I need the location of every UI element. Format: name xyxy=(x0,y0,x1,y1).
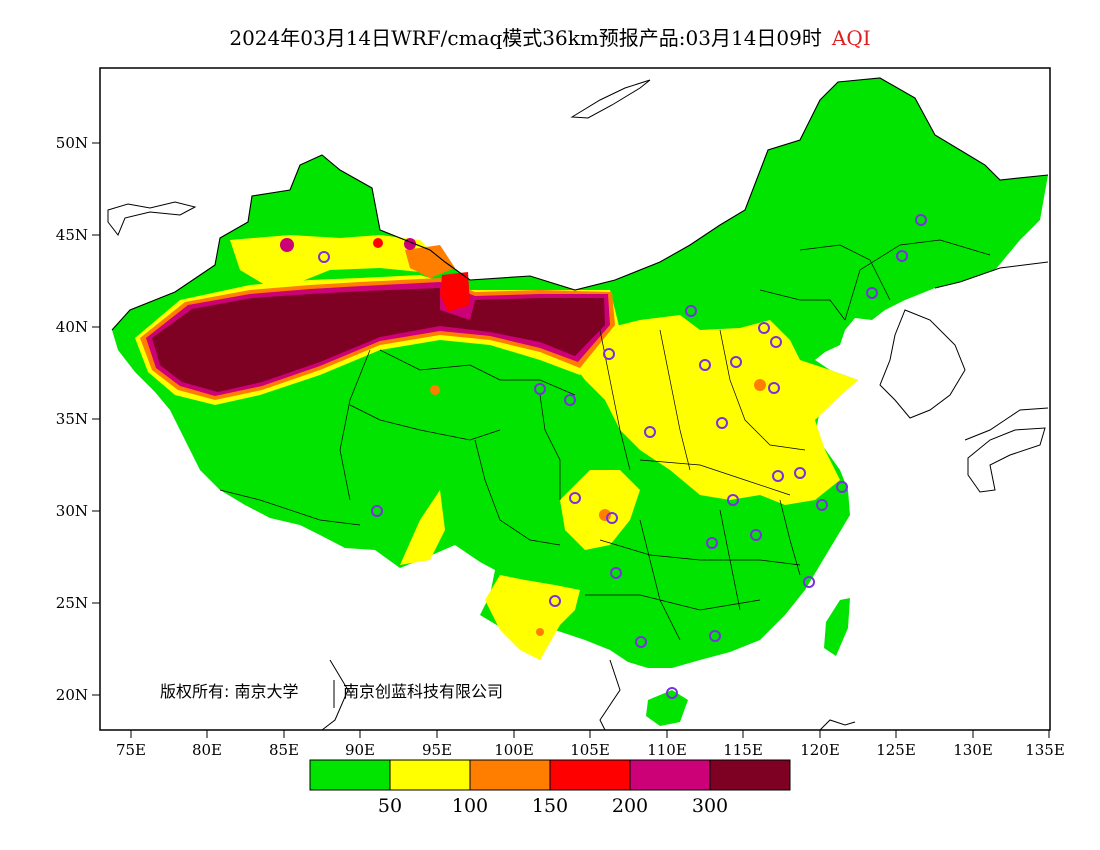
legend-label: 150 xyxy=(532,795,568,817)
legend-swatch-5 xyxy=(709,759,791,791)
x-axis-ticks xyxy=(130,730,1050,738)
national-border xyxy=(111,77,1049,331)
copyright-right: 南京创蓝科技有限公司 xyxy=(343,682,503,701)
map-content xyxy=(107,77,1049,730)
legend-swatch-0 xyxy=(309,759,391,791)
y-tick-label: 35N xyxy=(56,410,88,428)
y-tick-label: 25N xyxy=(56,594,88,612)
x-tick-label: 80E xyxy=(192,741,222,759)
x-tick-label: 125E xyxy=(876,741,916,759)
hainan-island xyxy=(646,690,688,726)
title-variable: AQI xyxy=(831,26,871,50)
x-tick-label: 110E xyxy=(647,741,687,759)
y-tick-label: 40N xyxy=(56,318,88,336)
aqi-moderate-sichuan xyxy=(560,470,640,550)
legend-swatch-1 xyxy=(389,759,471,791)
aqi-hotspot xyxy=(430,385,440,395)
map-frame xyxy=(99,67,1051,731)
aqi-hotspot xyxy=(754,379,766,391)
legend-label: 200 xyxy=(612,795,648,817)
aqi-legend: 50 100 150 200 300 xyxy=(309,759,791,817)
y-tick-label: 20N xyxy=(56,686,88,704)
x-tick-label: 105E xyxy=(570,741,610,759)
aqi-moderate-tibet-south xyxy=(400,490,445,565)
aqi-hazardous-desert xyxy=(152,288,605,392)
aqi-moderate-north-china xyxy=(570,315,858,505)
province-borders xyxy=(219,239,991,641)
legend-swatch-2 xyxy=(469,759,551,791)
map-title: 2024年03月14日WRF/cmaq模式36km预报产品:03月14日09时 A… xyxy=(0,22,1100,51)
x-tick-label: 85E xyxy=(269,741,299,759)
x-tick-label: 135E xyxy=(1025,741,1065,759)
y-tick-label: 45N xyxy=(56,226,88,244)
y-tick-label: 30N xyxy=(56,502,88,520)
legend-label: 300 xyxy=(692,795,728,817)
legend-swatch-3 xyxy=(549,759,631,791)
aqi-hotspot xyxy=(373,238,383,248)
aqi-moderate-yunnan xyxy=(485,575,580,660)
y-axis-ticks xyxy=(92,142,100,696)
aqi-unhealthy-core xyxy=(440,272,470,312)
x-tick-label: 130E xyxy=(953,741,993,759)
x-tick-label: 115E xyxy=(723,741,763,759)
aqi-hotspot xyxy=(536,628,544,636)
x-tick-label: 95E xyxy=(422,741,452,759)
legend-label: 50 xyxy=(378,795,402,817)
x-tick-label: 120E xyxy=(800,741,840,759)
legend-label: 100 xyxy=(452,795,488,817)
copyright-notice: 版权所有: 南京大学 南京创蓝科技有限公司 xyxy=(160,680,503,708)
taiwan-island xyxy=(824,598,850,656)
x-axis-labels: 75E 80E 85E 90E 95E 100E 105E 110E 115E … xyxy=(116,741,1065,759)
y-tick-label: 50N xyxy=(56,134,88,152)
aqi-hotspot xyxy=(280,238,294,252)
y-axis-labels: 50N 45N 40N 35N 30N 25N 20N xyxy=(56,134,88,704)
station-markers xyxy=(318,214,927,699)
title-main: 2024年03月14日WRF/cmaq模式36km预报产品:03月14日09时 xyxy=(229,26,822,50)
x-tick-label: 75E xyxy=(116,741,146,759)
copyright-left: 版权所有: 南京大学 xyxy=(160,682,298,701)
x-tick-label: 100E xyxy=(494,741,534,759)
coastlines xyxy=(107,79,1049,730)
x-tick-label: 90E xyxy=(345,741,375,759)
legend-swatch-4 xyxy=(629,759,711,791)
aqi-usg-northwest xyxy=(405,245,455,278)
